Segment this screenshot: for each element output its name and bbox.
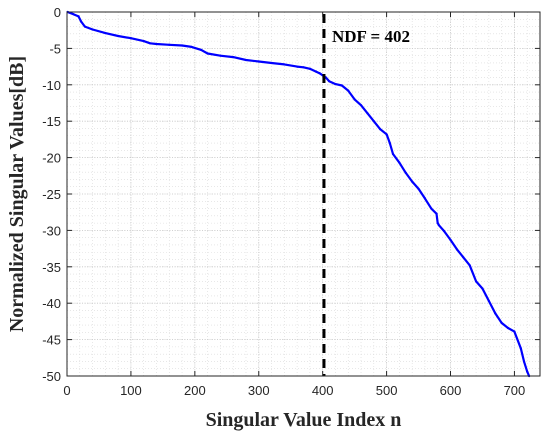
series-point	[334, 82, 337, 86]
series-point	[474, 280, 478, 283]
series-point	[347, 89, 350, 92]
x-axis-title: Singular Value Index n	[206, 409, 402, 431]
series-point	[404, 171, 407, 174]
y-tick-label: -20	[42, 151, 61, 166]
series-point	[283, 63, 286, 66]
y-tick-label: -45	[42, 333, 61, 348]
series-point	[190, 45, 193, 49]
series-point	[522, 360, 526, 363]
series-point	[318, 72, 321, 75]
y-tick-label: -40	[42, 296, 61, 311]
series-point	[327, 80, 331, 83]
series-point	[436, 222, 439, 225]
series-point	[79, 20, 83, 23]
series-point	[91, 28, 94, 31]
series-point	[423, 197, 427, 200]
series-point	[430, 207, 433, 210]
series-point	[142, 40, 145, 43]
series-point	[155, 42, 158, 46]
series-point	[500, 321, 503, 324]
series-point	[366, 112, 369, 115]
series-point	[83, 25, 86, 28]
series-point	[359, 104, 363, 107]
y-tick-label: 0	[54, 5, 61, 20]
y-tick-label: -5	[49, 41, 61, 56]
series-point	[519, 347, 522, 350]
series-point	[244, 58, 248, 62]
series-point	[308, 67, 311, 70]
series-point	[353, 98, 356, 101]
series-point	[487, 299, 490, 303]
series-point	[449, 238, 452, 241]
series-point	[270, 61, 273, 65]
series-point	[468, 264, 471, 267]
series-point	[481, 287, 484, 290]
series-point	[388, 141, 391, 145]
y-tick-label: -30	[42, 223, 61, 238]
x-tick-label: 400	[312, 383, 334, 398]
series-point	[168, 43, 171, 46]
x-tick-label: 100	[120, 383, 142, 398]
y-axis-title: Normalized Singular Values[dB]	[6, 56, 28, 332]
x-tick-label: 600	[440, 383, 462, 398]
series-point	[302, 66, 305, 69]
series-layer	[66, 10, 531, 378]
x-tick-label: 500	[376, 383, 398, 398]
series-point	[219, 54, 222, 57]
x-tick-label: 300	[248, 383, 270, 398]
y-tick-label: -35	[42, 260, 61, 275]
series-point	[391, 152, 395, 156]
series-point	[398, 161, 401, 164]
y-tick-label: -25	[42, 187, 61, 202]
series-point	[315, 70, 318, 73]
series-point	[506, 326, 510, 330]
series-point	[494, 312, 497, 315]
series-point	[257, 60, 260, 63]
x-tick-label: 200	[184, 383, 206, 398]
series-point	[443, 230, 446, 233]
series-point	[379, 128, 382, 131]
series-point	[180, 44, 184, 47]
series-point	[117, 34, 120, 38]
series-point	[385, 133, 388, 136]
series-point	[340, 84, 343, 87]
y-tick-label: -10	[42, 78, 61, 93]
series-point	[148, 42, 152, 45]
series-point	[437, 224, 441, 227]
series-point	[435, 212, 438, 215]
ndf-annotation-label: NDF = 402	[332, 27, 410, 46]
series-point	[462, 256, 465, 259]
series-point	[411, 180, 414, 183]
series-point	[296, 65, 299, 68]
series-line	[66, 10, 531, 378]
series-point	[455, 248, 459, 251]
series-point	[200, 48, 203, 51]
series-point	[129, 37, 133, 40]
series-point	[206, 52, 209, 55]
series-point	[417, 187, 420, 191]
series-point	[526, 370, 529, 373]
series-point	[513, 330, 516, 333]
x-tick-label: 700	[504, 383, 526, 398]
series-point	[372, 120, 375, 123]
x-tick-label: 0	[63, 383, 70, 398]
tick-layer: 0 100 200 300 400 500 600 700 0 -5 -10 -15 -20 -25 -30…	[42, 5, 540, 398]
y-tick-label: -50	[42, 369, 61, 384]
series-point	[72, 13, 75, 16]
series-point	[104, 32, 107, 35]
series-point	[77, 15, 80, 18]
y-tick-label: -15	[42, 114, 61, 129]
series-point	[232, 56, 235, 59]
annotation-layer: NDF = 402	[322, 14, 410, 376]
